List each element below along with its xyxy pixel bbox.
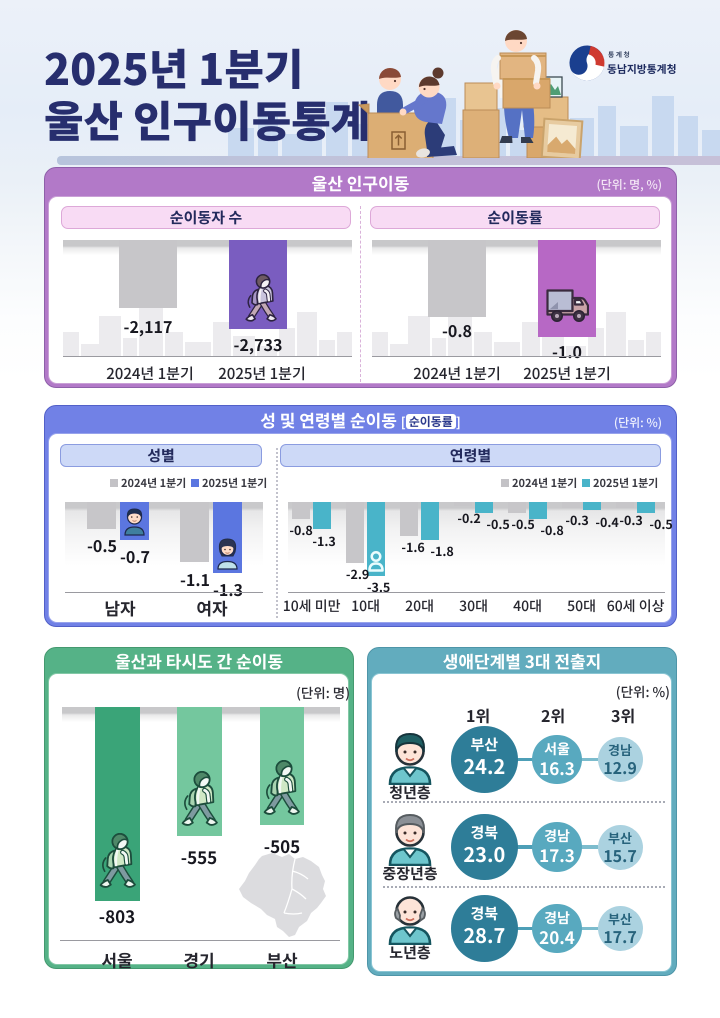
svg-text:통계청: 통계청: [608, 49, 631, 59]
svg-text:동남지방통계청: 동남지방통계청: [607, 61, 677, 77]
